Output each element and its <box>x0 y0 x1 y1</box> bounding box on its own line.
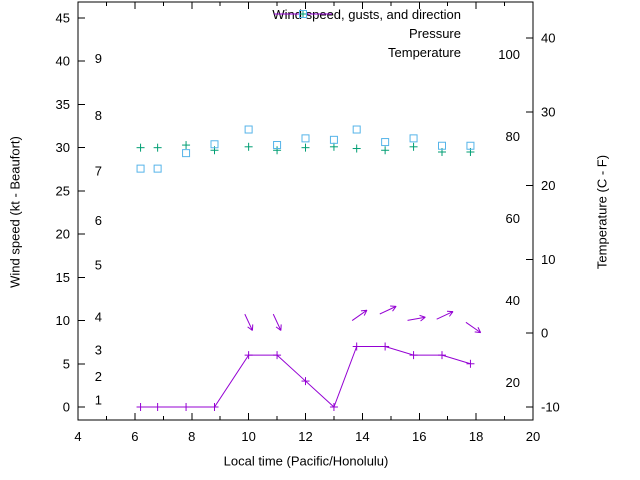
x-tick-label: 20 <box>526 429 540 444</box>
beaufort-scale-label: 8 <box>95 108 102 123</box>
plot-border <box>77 1 534 421</box>
fahrenheit-scale-label: 40 <box>506 293 520 308</box>
x-tick-label: 14 <box>355 429 369 444</box>
x-tick-label: 8 <box>188 429 195 444</box>
left-tick-label: 25 <box>56 183 70 198</box>
wind-line-marker-icon <box>274 6 533 24</box>
left-tick-label: 5 <box>63 356 70 371</box>
legend-row-temperature: Temperature <box>272 10 533 62</box>
legend-label-wind: Wind speed, gusts, and direction <box>272 7 461 22</box>
left-tick-label: 30 <box>56 140 70 155</box>
wind-direction-arrow <box>379 305 397 315</box>
chart-legend: Wind speed, gusts, and direction Pressur… <box>272 5 533 62</box>
beaufort-scale-label: 1 <box>95 393 102 408</box>
wind-direction-arrow <box>465 321 482 334</box>
fahrenheit-scale-label: 100 <box>498 47 520 62</box>
legend-row-pressure: Pressure <box>272 10 533 43</box>
right-tick-label: 40 <box>541 31 555 46</box>
wind-direction-arrow <box>407 314 426 322</box>
left-tick-label: 10 <box>56 313 70 328</box>
left-tick-label: 35 <box>56 97 70 112</box>
right-axis-title: Temperature (C - F) <box>594 154 610 270</box>
fahrenheit-scale-label: 80 <box>506 129 520 144</box>
legend-label-temperature: Temperature <box>388 45 461 60</box>
left-tick-label: 0 <box>63 400 70 415</box>
beaufort-scale-label: 6 <box>95 213 102 228</box>
pressure-series <box>136 141 475 156</box>
beaufort-scale-label: 5 <box>95 258 102 273</box>
x-tick-label: 16 <box>412 429 426 444</box>
beaufort-scale-label: 9 <box>95 51 102 66</box>
beaufort-scale-label: 2 <box>95 369 102 384</box>
beaufort-scale-label: 4 <box>95 310 102 325</box>
beaufort-scale-label: 3 <box>95 342 102 357</box>
fahrenheit-scale-label: 60 <box>506 211 520 226</box>
legend-label-pressure: Pressure <box>408 26 461 41</box>
left-axis-title: Wind speed (kt - Beaufort) <box>7 136 23 288</box>
x-tick-label: 12 <box>298 429 312 444</box>
wind-speed-line <box>140 345 471 408</box>
left-tick-label: 45 <box>56 11 70 26</box>
pressure-plus-marker-icon <box>299 10 533 43</box>
x-tick-label: 4 <box>74 429 81 444</box>
right-tick-label: -10 <box>541 400 560 415</box>
x-tick-label: 18 <box>469 429 483 444</box>
wind-direction-arrow <box>436 310 454 320</box>
right-tick-label: 10 <box>541 252 555 267</box>
temperature-square-marker-icon <box>299 10 533 62</box>
left-tick-label: 15 <box>56 270 70 285</box>
plot-frame <box>77 1 534 421</box>
left-tick-label: 20 <box>56 227 70 242</box>
x-axis-title: Local time (Pacific/Honolulu) <box>223 453 389 469</box>
right-tick-label: 20 <box>541 178 555 193</box>
x-tick-label: 6 <box>131 429 138 444</box>
wind-series <box>136 342 475 411</box>
fahrenheit-scale-label: 20 <box>506 375 520 390</box>
right-tick-label: 0 <box>541 326 548 341</box>
left-tick-label: 40 <box>56 54 70 69</box>
wind-direction-arrows <box>244 305 482 334</box>
right-tick-label: 30 <box>541 104 555 119</box>
x-tick-label: 10 <box>241 429 255 444</box>
temperature-series <box>136 125 475 173</box>
wind-direction-arrow <box>244 313 254 331</box>
wind-direction-arrow <box>351 309 368 321</box>
beaufort-scale-label: 7 <box>95 164 102 179</box>
wind-direction-arrow <box>272 313 282 331</box>
